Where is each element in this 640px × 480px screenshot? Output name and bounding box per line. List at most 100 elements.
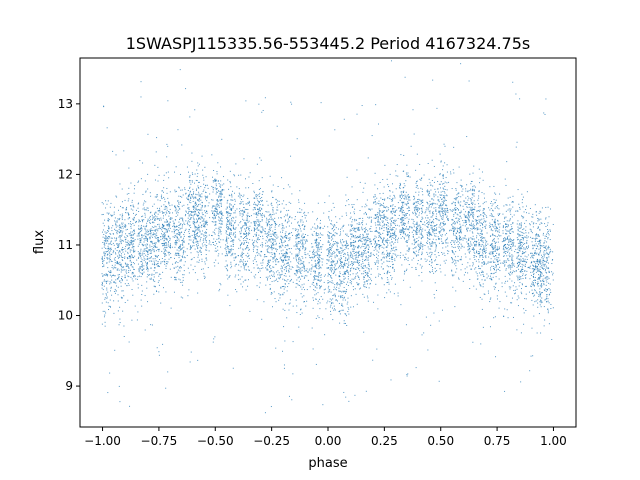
data-point <box>179 246 181 248</box>
data-point <box>154 242 156 244</box>
data-point <box>157 218 159 220</box>
data-point <box>279 231 281 233</box>
data-point <box>369 209 371 211</box>
data-point <box>199 194 201 196</box>
data-point <box>342 295 344 297</box>
data-point <box>437 236 439 238</box>
data-point <box>415 213 417 215</box>
data-point <box>118 256 120 258</box>
data-point <box>240 247 242 249</box>
data-point <box>355 227 357 229</box>
data-point <box>150 195 152 197</box>
data-point <box>105 235 107 237</box>
data-point <box>401 221 403 223</box>
data-point <box>377 221 379 223</box>
data-point <box>197 256 199 258</box>
data-point <box>346 325 348 326</box>
data-point <box>375 216 377 218</box>
data-point <box>368 270 370 272</box>
data-point <box>330 271 332 273</box>
data-point <box>285 204 287 206</box>
data-point <box>431 221 433 223</box>
data-point <box>319 308 321 310</box>
data-point <box>205 241 207 243</box>
data-point <box>459 221 461 223</box>
data-point <box>218 241 220 243</box>
data-point <box>522 278 524 280</box>
data-point <box>447 209 449 211</box>
data-point <box>445 210 447 212</box>
data-point <box>125 229 127 231</box>
data-point <box>329 251 331 253</box>
data-point <box>182 219 183 221</box>
data-point <box>297 247 299 249</box>
data-point <box>430 216 432 218</box>
data-point <box>245 223 247 225</box>
data-point <box>108 251 110 253</box>
data-point <box>230 221 232 223</box>
data-point <box>202 214 204 216</box>
data-point <box>519 241 521 243</box>
data-point <box>215 214 217 216</box>
data-point <box>205 236 207 238</box>
data-point <box>219 229 221 231</box>
data-point <box>233 239 235 241</box>
data-point <box>387 260 389 262</box>
data-point <box>440 181 442 183</box>
data-point <box>457 193 459 195</box>
data-point <box>456 236 458 238</box>
data-point <box>498 248 500 250</box>
data-point <box>355 251 357 253</box>
data-point <box>402 205 404 207</box>
data-point <box>131 247 133 249</box>
data-point <box>400 252 402 254</box>
data-point <box>329 306 331 308</box>
data-point <box>190 196 192 198</box>
data-point <box>284 263 286 265</box>
data-point <box>428 238 430 240</box>
data-point <box>175 276 177 278</box>
data-point <box>338 290 340 292</box>
data-point <box>114 257 116 259</box>
data-point <box>368 249 370 250</box>
data-point <box>414 214 416 216</box>
data-point <box>525 232 527 234</box>
data-point <box>142 245 144 247</box>
data-point <box>268 233 270 235</box>
data-point <box>189 235 191 237</box>
data-point <box>110 282 112 284</box>
data-point <box>426 220 428 222</box>
data-point <box>523 260 525 262</box>
data-point <box>418 207 420 209</box>
data-point <box>504 275 506 277</box>
data-point <box>442 215 444 217</box>
data-point <box>378 251 380 253</box>
data-point <box>492 203 494 205</box>
data-point <box>162 271 164 273</box>
data-point <box>404 259 406 261</box>
data-point <box>260 226 262 228</box>
data-point <box>318 243 320 245</box>
data-point <box>426 207 428 209</box>
data-point <box>458 277 459 279</box>
data-point <box>266 200 268 202</box>
data-point <box>362 258 364 260</box>
data-point <box>433 225 435 227</box>
data-point <box>352 236 354 238</box>
data-point <box>133 250 135 252</box>
data-point <box>107 250 109 252</box>
data-point <box>219 193 221 195</box>
data-point <box>313 256 315 258</box>
data-point <box>193 233 195 235</box>
data-point <box>493 185 495 187</box>
data-point <box>492 225 494 227</box>
data-point <box>299 263 301 265</box>
data-point <box>364 211 366 213</box>
data-point <box>314 275 316 277</box>
data-point <box>296 272 298 274</box>
data-point <box>128 276 130 278</box>
data-point <box>125 269 127 271</box>
data-point <box>195 202 197 204</box>
data-point <box>214 221 216 223</box>
data-point <box>344 273 346 275</box>
